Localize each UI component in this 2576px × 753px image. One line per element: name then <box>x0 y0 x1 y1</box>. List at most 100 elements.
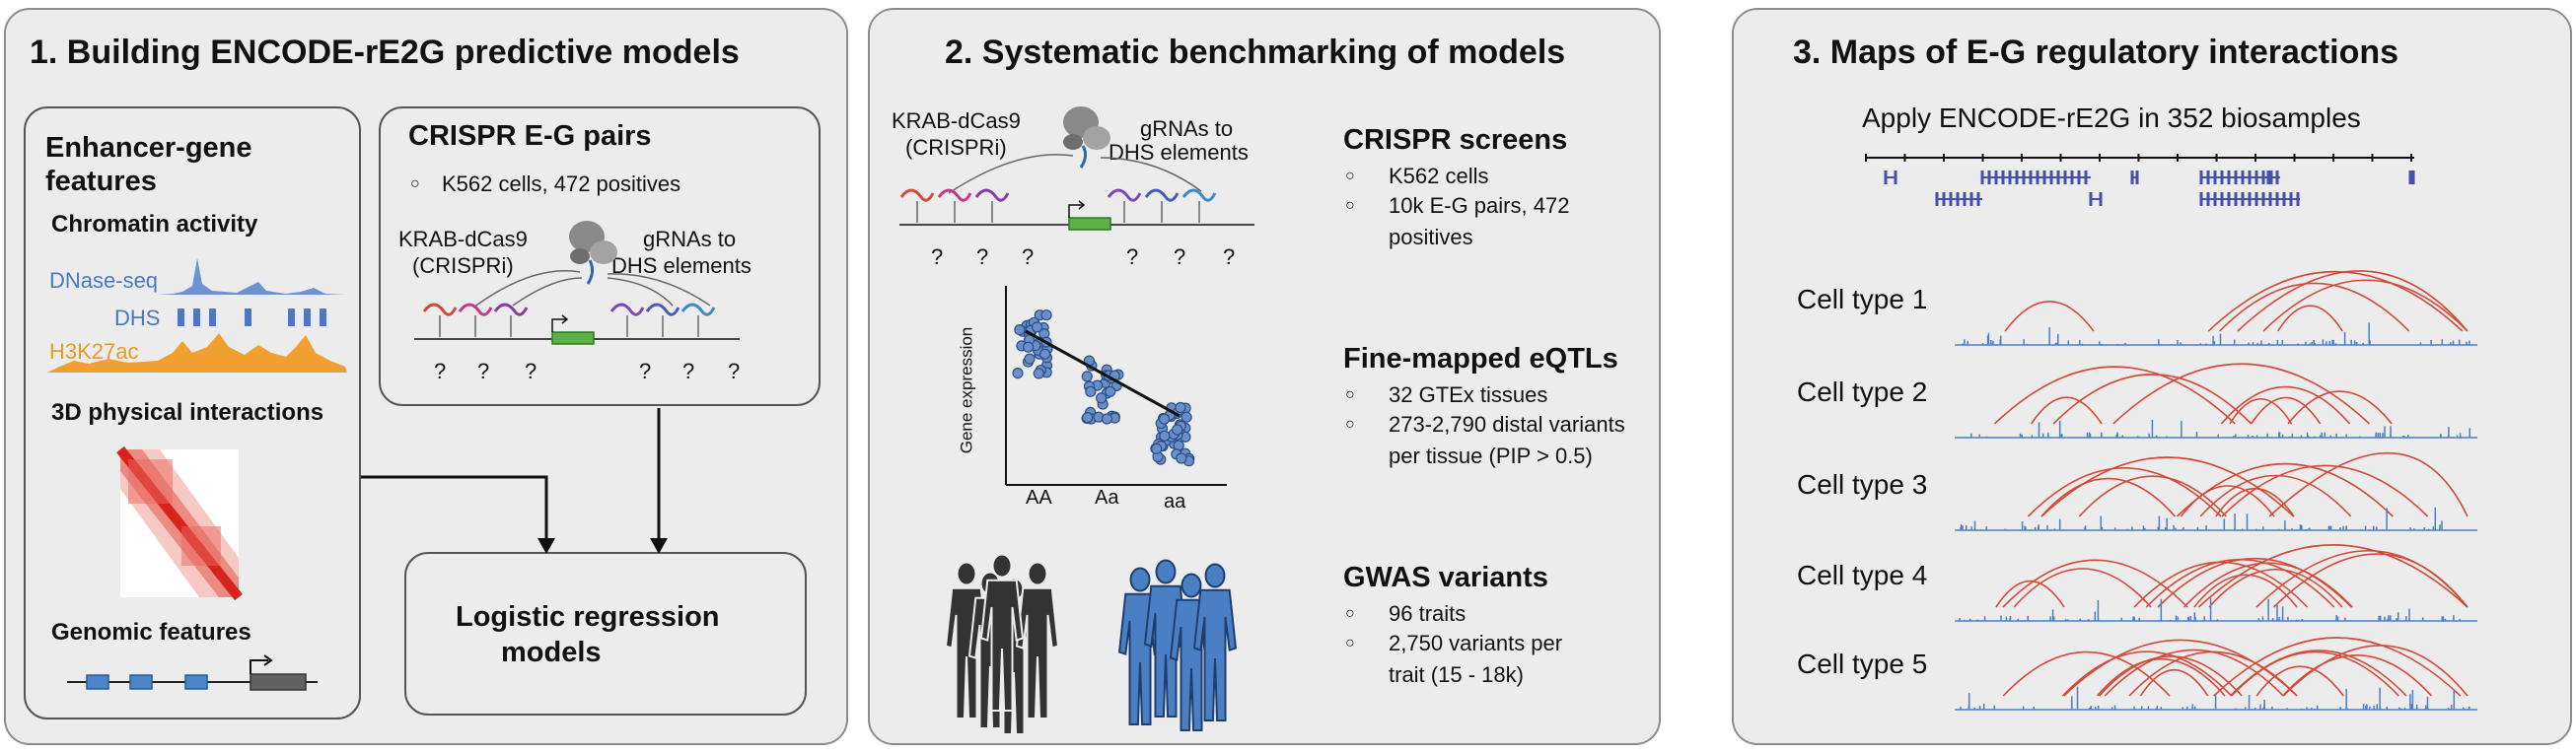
regulatory-arc <box>1995 580 2065 608</box>
regulatory-arc <box>2030 396 2103 425</box>
gene-expression-axis-label: Gene expression <box>957 326 976 454</box>
cell-type-interaction-track <box>1955 637 2477 711</box>
regulatory-arc <box>2040 477 2177 517</box>
eqtl-point <box>1038 348 1051 360</box>
regulatory-arc <box>2157 557 2352 608</box>
regulatory-arc <box>2040 456 2295 517</box>
panel1-title: 1. Building ENCODE-rE2G predictive model… <box>30 34 740 71</box>
person-body <box>1015 586 1060 719</box>
tss-arrow <box>1068 204 1083 218</box>
person-head <box>1181 573 1202 598</box>
question-mark: ? <box>525 359 537 383</box>
regulatory-arc <box>2272 553 2469 608</box>
eqtl-point <box>1175 401 1186 414</box>
eqtl-regression-line <box>1025 329 1181 418</box>
regulatory-arc <box>2052 374 2253 425</box>
chromatin-tracks <box>47 258 347 373</box>
eqtl-point <box>1014 323 1026 336</box>
logistic-regression-label-line2: models <box>501 637 602 668</box>
regulatory-arc <box>2207 270 2464 332</box>
gwas-bullet-2: 2,750 variants per <box>1389 631 1563 655</box>
eqtl-point <box>1151 443 1163 454</box>
panel3-subtitle: Apply ENCODE-rE2G in 352 biosamples <box>1862 103 2361 133</box>
panel2-title: 2. Systematic benchmarking of models <box>945 34 1566 71</box>
gwas-people-silhouettes <box>944 553 1238 735</box>
person-head <box>1155 559 1177 584</box>
regulatory-arc <box>2229 398 2293 425</box>
regulatory-arc <box>2237 270 2469 332</box>
target-gene <box>1068 217 1111 231</box>
bullet-icon: ○ <box>1345 168 1355 184</box>
cell-type-label: Cell type 4 <box>1797 560 1928 590</box>
eqtl-point <box>1101 413 1113 425</box>
eqtl-point <box>1033 368 1044 379</box>
cell-type-interaction-track <box>1955 363 2477 439</box>
dhs-peak <box>209 308 216 326</box>
dhs-elements-label: DHS elements <box>611 253 751 278</box>
chromatin-activity-label: Chromatin activity <box>51 211 258 238</box>
question-mark: ? <box>931 244 944 269</box>
eqtls-bullet-2: 273-2,790 distal variants <box>1389 412 1625 437</box>
regulatory-arc <box>2282 645 2469 697</box>
panel3-title: 3. Maps of E-G regulatory interactions <box>1793 34 2399 71</box>
regulatory-arc <box>2004 301 2095 332</box>
bullet-icon: ○ <box>1345 416 1355 433</box>
grna-label: gRNAs to <box>1140 116 1234 141</box>
regulatory-arc <box>2219 282 2410 332</box>
bullet-icon: ○ <box>1345 605 1355 622</box>
target-gene <box>551 331 595 345</box>
features-title-line2: features <box>45 166 157 197</box>
eqtl-point <box>1159 430 1171 442</box>
tss-arrow <box>250 659 268 674</box>
bullet-icon: ○ <box>1345 386 1355 403</box>
panel-maps <box>1732 8 2572 745</box>
regulatory-arc <box>2002 559 2188 608</box>
eqtl-point <box>1181 411 1192 423</box>
regulatory-arc <box>2221 464 2429 517</box>
regulatory-arc <box>2277 305 2343 332</box>
regulatory-arc <box>2282 654 2433 697</box>
eqtl-point <box>1023 341 1035 353</box>
eqtls-title: Fine-mapped eQTLs <box>1343 343 1618 375</box>
arrow-features-to-model <box>361 475 548 540</box>
genomic-features-label: Genomic features <box>51 619 251 646</box>
person-head <box>1129 567 1151 592</box>
person-head <box>1204 563 1226 588</box>
regulatory-arc <box>2104 649 2284 697</box>
h3k27ac-track <box>47 333 347 373</box>
bullet-icon: ○ <box>1345 197 1355 214</box>
gene-annotation-track <box>1865 154 2415 206</box>
crispr-screens-bullet-2-cont: positives <box>1389 225 1473 249</box>
dhs-peak <box>245 308 251 326</box>
dhs-peak <box>178 308 184 326</box>
regulatory-arc <box>2145 558 2335 608</box>
dhs-label: DHS <box>114 306 161 330</box>
eqtl-point <box>1158 413 1171 425</box>
person-body <box>979 579 1025 712</box>
cell-type-label: Cell type 2 <box>1797 376 1928 407</box>
physical-interactions-label: 3D physical interactions <box>51 399 324 426</box>
gwas-bullet-1: 96 traits <box>1389 601 1467 626</box>
eqtl-point <box>1085 385 1097 397</box>
eqtl-scatter-plot <box>1005 286 1227 486</box>
cell-type-interaction-track <box>1955 452 2477 531</box>
person-head <box>956 561 977 586</box>
bullet-icon: ○ <box>410 175 420 192</box>
regulatory-arc <box>2002 650 2171 697</box>
exon <box>86 674 109 690</box>
grna-label: gRNAs to <box>643 227 737 251</box>
dhs-peak <box>288 308 295 326</box>
gene-model <box>67 654 318 691</box>
question-mark: ? <box>477 359 490 383</box>
regulatory-arc <box>2139 669 2209 697</box>
dnase-seq-track <box>158 258 345 295</box>
crispr-pairs-title: CRISPR E-G pairs <box>408 120 652 152</box>
eqtl-point <box>1105 385 1116 397</box>
dhs-peak <box>320 308 326 326</box>
eqtl-point <box>1095 392 1108 404</box>
question-mark: ? <box>434 359 447 383</box>
regulatory-arc <box>2112 363 2371 425</box>
regulatory-arc <box>2027 467 2222 517</box>
genotype-label-homozygous-alt: aa <box>1164 491 1186 513</box>
regulatory-arc <box>2208 568 2343 608</box>
